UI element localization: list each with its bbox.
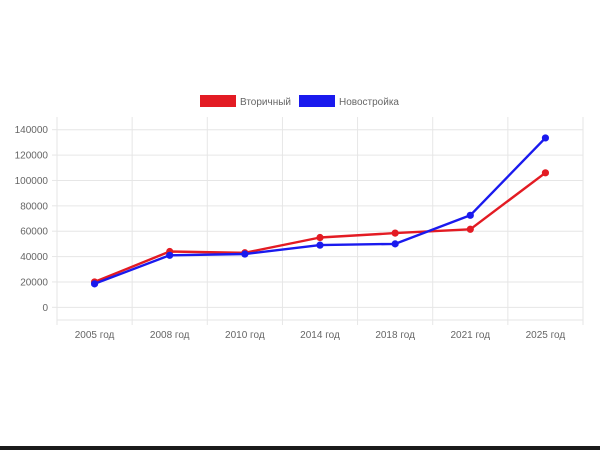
legend: Вторичный Новостройка	[200, 95, 399, 108]
x-tick-label-2025-год: 2025 год	[526, 330, 566, 341]
y-tick-label-120000: 120000	[15, 151, 49, 162]
bottom-edge-strip	[0, 446, 600, 450]
data-point-вторичный-2025-год[interactable]	[541, 169, 550, 177]
legend-label-vtorichny: Вторичный	[240, 97, 291, 108]
data-point-вторичный-2018-год[interactable]	[391, 229, 399, 237]
series-новостройка	[90, 134, 550, 288]
x-tick-label-2014-год: 2014 год	[300, 330, 340, 341]
series-line-вторичный	[93, 171, 547, 284]
data-point-новостройка-2014-год[interactable]	[316, 241, 324, 249]
x-tick-label-2010-год: 2010 год	[225, 330, 265, 341]
y-tick-label-80000: 80000	[20, 201, 48, 212]
y-tick-label-40000: 40000	[20, 252, 48, 263]
x-tick-label-2018-год: 2018 год	[375, 330, 415, 341]
y-tick-label-20000: 20000	[20, 277, 48, 288]
series-line-новостройка	[93, 136, 547, 285]
legend-swatch-novostroyka	[299, 95, 335, 107]
series-вторичный	[90, 169, 550, 286]
data-point-новостройка-2005-год[interactable]	[90, 280, 99, 288]
data-point-вторичный-2014-год[interactable]	[316, 233, 324, 242]
data-point-новостройка-2021-год[interactable]	[466, 211, 474, 219]
legend-label-novostroyka: Новостройка	[339, 97, 399, 108]
legend-swatch-vtorichny	[200, 95, 236, 107]
x-axis: 2005 год 2008 год 2010 год 2014 год 2018 год…	[75, 330, 566, 341]
y-axis: 0 20000 40000 60000 80000 100000 120000 140000	[15, 125, 57, 314]
y-tick-label-140000: 140000	[15, 125, 49, 136]
x-tick-label-2008-год: 2008 год	[150, 330, 190, 341]
x-tick-label-2021-год: 2021 год	[450, 330, 490, 341]
data-point-вторичный-2021-год[interactable]	[466, 225, 474, 233]
data-point-новостройка-2010-год[interactable]	[241, 250, 249, 258]
y-tick-label-100000: 100000	[15, 176, 49, 187]
y-tick-label-60000: 60000	[20, 227, 48, 238]
data-point-новостройка-2008-год[interactable]	[166, 251, 174, 259]
series-layer	[90, 134, 550, 288]
x-tick-label-2005-год: 2005 год	[75, 330, 115, 341]
data-point-новостройка-2018-год[interactable]	[391, 240, 399, 248]
grid	[56, 117, 584, 325]
y-tick-label-0: 0	[42, 303, 48, 314]
data-point-новостройка-2025-год[interactable]	[541, 134, 550, 142]
